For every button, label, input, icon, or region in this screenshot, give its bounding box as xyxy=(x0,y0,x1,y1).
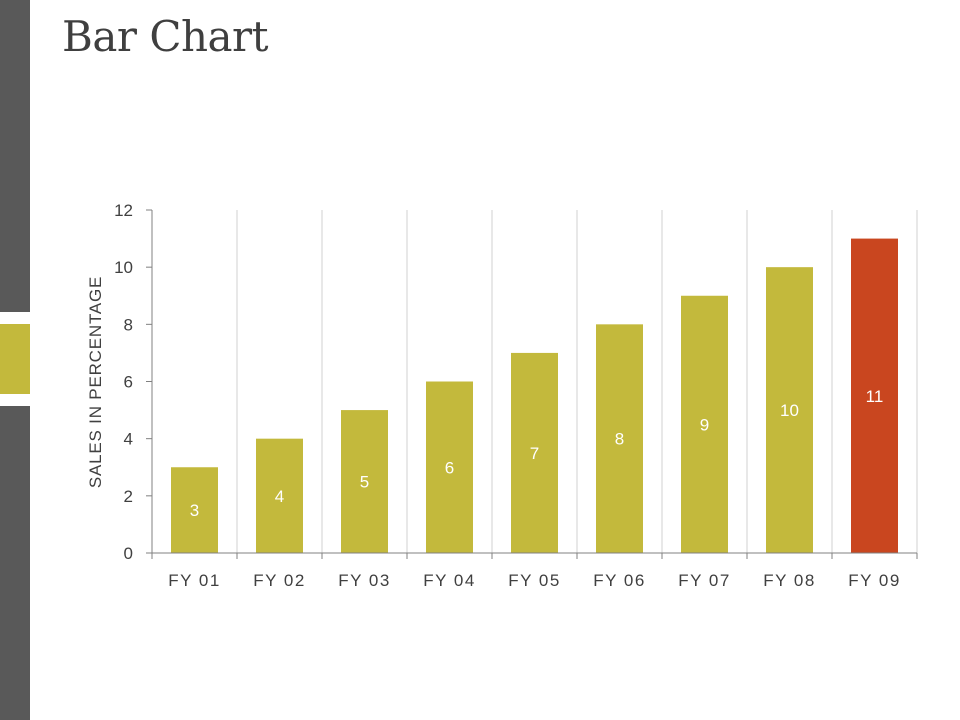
data-label: 9 xyxy=(700,415,709,434)
y-tick-label: 0 xyxy=(124,544,133,563)
axes xyxy=(146,209,918,559)
data-label: 7 xyxy=(530,444,539,463)
bar xyxy=(596,324,643,553)
bar xyxy=(766,267,813,553)
x-tick-label: FY 01 xyxy=(168,571,221,590)
side-strip-top xyxy=(0,0,30,312)
bar xyxy=(171,467,218,553)
y-tick-label: 4 xyxy=(124,430,133,449)
data-label: 11 xyxy=(866,387,884,406)
gridlines xyxy=(236,210,918,553)
y-tick-label: 12 xyxy=(114,201,133,220)
y-axis-title: SALES IN PERCENTAGE xyxy=(86,276,105,488)
side-strip-accent xyxy=(0,324,30,394)
x-tick-label: FY 02 xyxy=(253,571,306,590)
bar xyxy=(511,352,558,553)
x-tick-label: FY 07 xyxy=(678,571,731,590)
y-tick-label: 8 xyxy=(124,315,133,334)
y-tick-label: 6 xyxy=(124,373,133,392)
x-tick-label: FY 08 xyxy=(763,571,816,590)
bars xyxy=(171,238,898,554)
x-tick-label: FY 04 xyxy=(423,571,476,590)
x-tick-label: FY 05 xyxy=(508,571,561,590)
y-tick-label: 2 xyxy=(124,487,133,506)
page-title: Bar Chart xyxy=(62,12,269,61)
bar xyxy=(426,381,473,553)
side-strip-bottom xyxy=(0,406,30,720)
bar xyxy=(341,410,388,553)
data-label: 8 xyxy=(615,430,624,449)
labels: 3 4 5 6 7 8 9 10 11 0 2 4 6 8 10 12 FY 01 FY 02 FY 03 FY 04… xyxy=(114,201,901,590)
y-tick-label: 10 xyxy=(114,258,133,277)
x-tick-label: FY 03 xyxy=(338,571,391,590)
bar xyxy=(256,438,303,553)
data-label: 10 xyxy=(780,401,799,420)
bar xyxy=(851,238,898,554)
data-label: 6 xyxy=(445,458,454,477)
data-label: 5 xyxy=(360,473,369,492)
data-label: 4 xyxy=(275,487,284,506)
bar xyxy=(681,295,728,553)
x-tick-label: FY 09 xyxy=(848,571,901,590)
data-label: 3 xyxy=(190,501,199,520)
x-tick-label: FY 06 xyxy=(593,571,646,590)
